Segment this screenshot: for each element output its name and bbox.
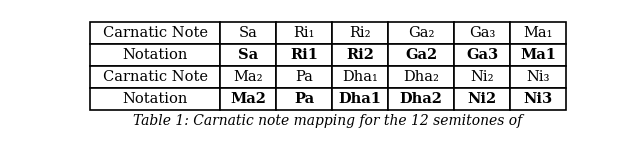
Text: Notation: Notation: [122, 48, 188, 62]
Text: Sa: Sa: [238, 48, 259, 62]
Text: Sa: Sa: [239, 26, 258, 40]
Bar: [388, 88, 454, 110]
Bar: [90, 88, 220, 110]
Bar: [454, 66, 510, 88]
Text: Ma₂: Ma₂: [234, 70, 263, 84]
Bar: [454, 44, 510, 66]
Bar: [220, 44, 276, 66]
Text: Ga2: Ga2: [405, 48, 437, 62]
Text: Ni₃: Ni₃: [526, 70, 550, 84]
Bar: [388, 22, 454, 44]
Bar: [220, 22, 276, 44]
Bar: [276, 66, 332, 88]
Bar: [332, 44, 388, 66]
Bar: [220, 66, 276, 88]
Text: Table 1: Carnatic note mapping for the 12 semitones of: Table 1: Carnatic note mapping for the 1…: [133, 114, 523, 128]
Text: Dha₁: Dha₁: [342, 70, 378, 84]
Bar: [332, 88, 388, 110]
Text: Dha₂: Dha₂: [403, 70, 439, 84]
Bar: [332, 22, 388, 44]
Text: Dha1: Dha1: [339, 92, 381, 106]
Bar: [510, 88, 566, 110]
Text: Carnatic Note: Carnatic Note: [102, 70, 207, 84]
Text: Ma₁: Ma₁: [524, 26, 553, 40]
Bar: [510, 66, 566, 88]
Text: Dha2: Dha2: [399, 92, 443, 106]
Bar: [454, 88, 510, 110]
Text: Ma1: Ma1: [520, 48, 556, 62]
Bar: [510, 22, 566, 44]
Bar: [276, 88, 332, 110]
Text: Ri₁: Ri₁: [293, 26, 315, 40]
Text: Ri1: Ri1: [290, 48, 318, 62]
Text: Ni2: Ni2: [468, 92, 497, 106]
Text: Ga₃: Ga₃: [469, 26, 495, 40]
Bar: [276, 22, 332, 44]
Text: Ni₂: Ni₂: [470, 70, 494, 84]
Text: Pa: Pa: [295, 70, 313, 84]
Text: Ri2: Ri2: [346, 48, 374, 62]
Text: Ga₂: Ga₂: [408, 26, 435, 40]
Text: Notation: Notation: [122, 92, 188, 106]
Bar: [90, 22, 220, 44]
Bar: [388, 44, 454, 66]
Text: Carnatic Note: Carnatic Note: [102, 26, 207, 40]
Bar: [332, 66, 388, 88]
Text: Ga3: Ga3: [466, 48, 499, 62]
Text: Ri₂: Ri₂: [349, 26, 371, 40]
Bar: [388, 66, 454, 88]
Bar: [90, 44, 220, 66]
Text: Ma2: Ma2: [230, 92, 266, 106]
Bar: [454, 22, 510, 44]
Bar: [276, 44, 332, 66]
Bar: [220, 88, 276, 110]
Bar: [510, 44, 566, 66]
Text: Pa: Pa: [294, 92, 314, 106]
Bar: [90, 66, 220, 88]
Text: Ni3: Ni3: [524, 92, 553, 106]
